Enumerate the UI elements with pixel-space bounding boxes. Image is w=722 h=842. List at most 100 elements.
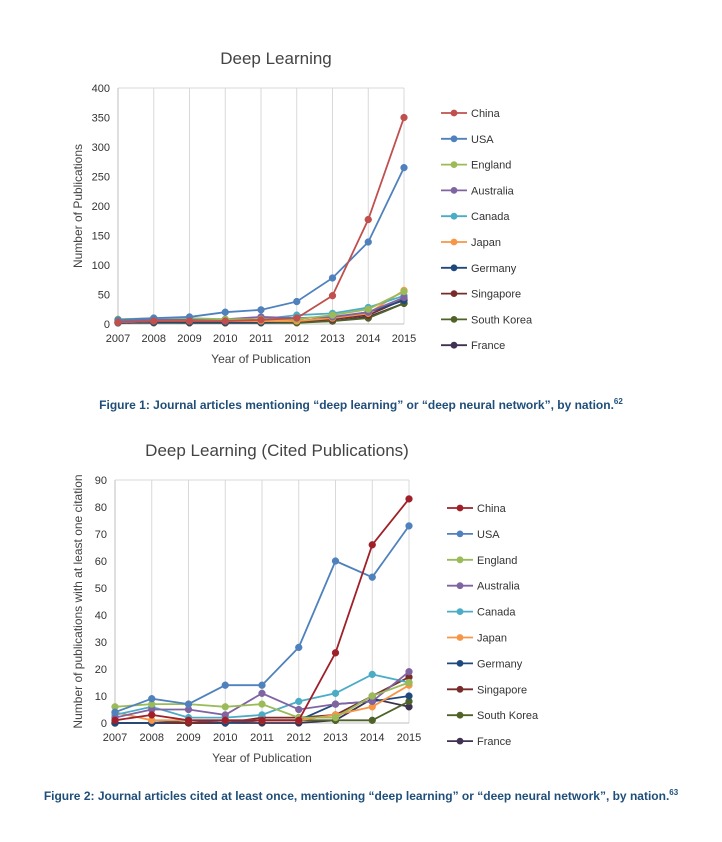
chart-2-point-australia-2012: [295, 705, 303, 714]
chart-2-point-usa-2010: [221, 681, 229, 689]
chart-1-point-england-2013: [328, 311, 337, 319]
chart-2-legend-marker-china: [456, 504, 464, 512]
chart-2-x-tick-2010: 2010: [213, 732, 237, 744]
chart-1-legend-marker-canada: [450, 212, 458, 220]
chart-2-point-usa-2015: [405, 522, 413, 530]
chart-2-y-tick-70: 70: [95, 529, 107, 541]
chart-2-y-tick-50: 50: [95, 583, 107, 595]
chart-1-legend-marker-china: [450, 109, 458, 117]
chart-1-legend-label-england: England: [471, 160, 511, 172]
figure-1-footnote: 62: [613, 397, 623, 406]
chart-1-point-usa-2011: [257, 306, 265, 314]
chart-1-x-tick-2013: 2013: [320, 333, 344, 345]
chart-2-point-usa-2013: [331, 557, 340, 565]
chart-1-legend-label-canada: Canada: [471, 211, 510, 223]
chart-2-point-australia-2013: [331, 700, 340, 708]
chart-1-y-tick-150: 150: [92, 231, 110, 243]
chart-2-point-china-2013: [331, 649, 340, 657]
chart-1-svg: Deep Learning 0 50 100 150 200 250 300 350 400 200…: [71, 49, 533, 366]
chart-2-y-tick-80: 80: [95, 502, 107, 514]
chart-2-point-china-2015: [405, 495, 413, 503]
figure-2-footnote: 63: [669, 788, 679, 797]
chart-1-y-axis-title: Number of Publications: [71, 144, 85, 268]
chart-2-legend-marker-germany: [456, 660, 464, 667]
chart-2-point-australia-2015: [405, 668, 413, 676]
chart-2-point-china-2012: [295, 716, 303, 724]
chart-2-x-tick-2013: 2013: [323, 732, 347, 744]
chart-2-x-tick-2007: 2007: [103, 732, 127, 744]
chart-1-y-tick-100: 100: [92, 260, 110, 272]
chart-1-point-usa-2012: [293, 297, 301, 306]
chart-2-y-tick-40: 40: [95, 610, 107, 622]
chart-1-legend-label-singapore: Singapore: [471, 289, 521, 301]
chart-1-point-china-2008: [150, 317, 158, 325]
chart-1-point-usa-2014: [364, 238, 372, 246]
chart-2-point-china-2008: [148, 711, 156, 719]
chart-1-point-england-2015: [400, 287, 408, 296]
chart-1-x-tick-2012: 2012: [285, 333, 309, 345]
chart-1-point-china-2012: [293, 314, 301, 322]
chart-1-y-tick-250: 250: [92, 172, 110, 184]
chart-2-point-germany-2015: [405, 692, 413, 700]
chart-2-point-china-2014: [368, 541, 376, 549]
chart-1-point-usa-2015: [400, 164, 408, 172]
chart-1-legend-marker-usa: [450, 135, 458, 143]
chart-1-point-china-2010: [221, 317, 229, 325]
chart-2-point-china-2007: [111, 716, 119, 724]
chart-1-legend-marker-singapore: [450, 290, 458, 297]
chart-2-legend-label-england: England: [477, 555, 517, 567]
chart-1-legend-marker-south-korea: [450, 316, 458, 323]
chart-1-legend-marker-germany: [450, 264, 458, 272]
chart-2-legend-marker-canada: [456, 608, 464, 615]
chart-1-legend-label-china: China: [471, 108, 501, 120]
chart-2-x-tick-2011: 2011: [250, 732, 274, 744]
chart-1-point-china-2007: [114, 318, 122, 326]
chart-2-point-china-2010: [221, 716, 229, 724]
chart-1-x-tick-2008: 2008: [142, 333, 166, 345]
chart-2-y-axis-title: Number of publications with at least one…: [71, 474, 85, 728]
chart-1-x-tick-2015: 2015: [392, 333, 416, 345]
chart-1-x-tick-2007: 2007: [106, 333, 130, 345]
chart-2-x-axis-title: Year of Publication: [212, 751, 312, 765]
chart-2-point-usa-2009: [184, 700, 193, 708]
chart-2-legend-label-japan: Japan: [477, 633, 507, 645]
chart-2-legend-marker-england: [456, 556, 464, 564]
chart-2-point-china-2009: [184, 716, 193, 724]
chart-2-point-usa-2011: [258, 681, 266, 689]
chart-2-point-usa-2014: [368, 573, 376, 581]
chart-2-legend-label-canada: Canada: [477, 607, 516, 619]
chart-2-y-tick-90: 90: [95, 475, 107, 487]
chart-1-legend-label-south-korea: South Korea: [471, 314, 533, 326]
chart-2-legend-marker-france: [456, 737, 464, 745]
chart-2-x-tick-2014: 2014: [360, 732, 384, 744]
chart-2-legend-marker-usa: [456, 530, 464, 538]
chart-2-y-tick-0: 0: [101, 718, 107, 730]
chart-1-y-tick-0: 0: [104, 319, 110, 331]
figure-2-caption-text: Figure 2: Journal articles cited at leas…: [43, 789, 670, 803]
chart-2-x-tick-2009: 2009: [176, 732, 200, 744]
chart-2-point-england-2011: [258, 700, 266, 708]
chart-1-y-tick-400: 400: [92, 83, 110, 95]
chart-1-x-tick-2011: 2011: [249, 333, 273, 345]
chart-2-point-usa-2007: [111, 708, 119, 716]
chart-1-y-tick-200: 200: [92, 201, 110, 213]
chart-2: Deep Learning (Cited Publications) 0 10 20 3…: [0, 432, 722, 772]
chart-2-legend-label-france: France: [477, 736, 511, 748]
chart-2-point-canada-2013: [331, 689, 340, 697]
chart-1-point-china-2009: [185, 317, 194, 325]
chart-2-title: Deep Learning (Cited Publications): [145, 441, 409, 460]
chart-1-legend-marker-england: [450, 161, 458, 168]
chart-1-x-tick-2009: 2009: [177, 333, 201, 345]
chart-1-y-tick-350: 350: [92, 113, 110, 125]
chart-2-x-tick-2008: 2008: [140, 732, 164, 744]
chart-2-legend-marker-south-korea: [456, 711, 464, 719]
chart-1-point-usa-2010: [221, 308, 229, 316]
chart-2-y-tick-60: 60: [95, 556, 107, 568]
chart-1-y-tick-300: 300: [92, 142, 110, 154]
chart-1-legend-label-usa: USA: [471, 134, 494, 146]
chart-2-legend-label-singapore: Singapore: [477, 684, 527, 696]
chart-2-legend-marker-australia: [456, 582, 464, 590]
chart-2-point-usa-2008: [148, 695, 156, 703]
chart-1-point-usa-2013: [328, 274, 337, 282]
chart-1-legend-label-germany: Germany: [471, 263, 517, 275]
